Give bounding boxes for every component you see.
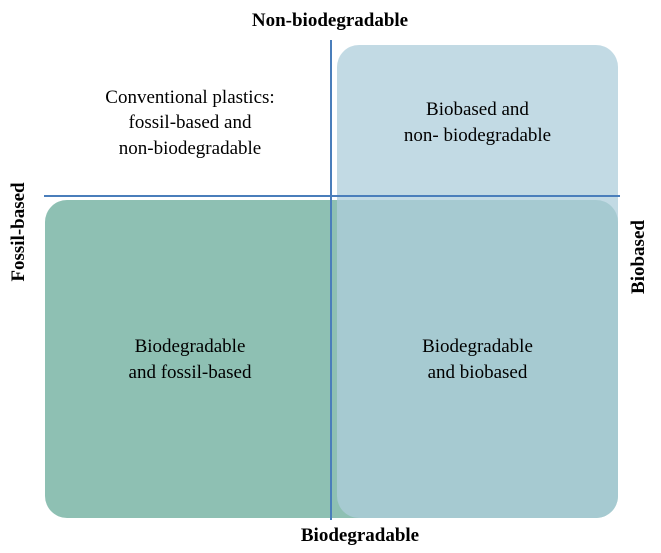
axis-label-right: Biobased [628,157,652,357]
axis-label-left: Fossil-based [8,132,32,332]
axis-label-top: Non-biodegradable [230,10,430,34]
quadrant-top-left: Conventional plastics: fossil-based and … [55,58,325,188]
quadrant-bottom-right: Biodegradable and biobased [340,210,615,510]
axis-horizontal-line [44,195,620,197]
quadrant-top-right: Biobased and non- biodegradable [340,58,615,188]
quadrant-bottom-left: Biodegradable and fossil-based [55,210,325,510]
axis-vertical-line [330,40,332,520]
axis-label-bottom: Biodegradable [260,525,460,549]
